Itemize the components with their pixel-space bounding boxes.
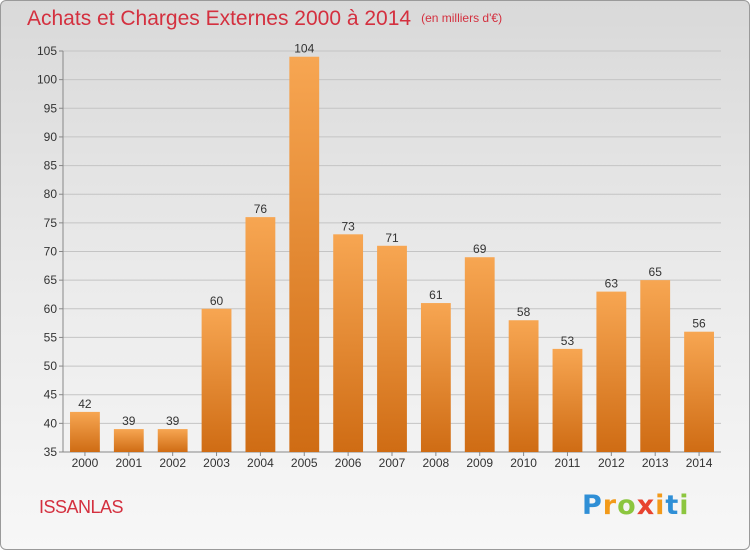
y-tick-label: 50 <box>44 359 58 373</box>
bar <box>596 291 627 452</box>
logo-letter: x <box>636 490 656 521</box>
chart-title-text: Achats et Charges Externes 2000 à 2014 <box>27 7 412 30</box>
data-label: 104 <box>294 42 314 56</box>
y-tick-label: 65 <box>44 273 58 287</box>
y-tick-label: 95 <box>44 101 58 115</box>
data-label: 69 <box>473 242 487 256</box>
data-label: 71 <box>385 231 399 245</box>
bar <box>113 429 144 452</box>
bar <box>201 308 232 452</box>
bar <box>640 280 671 452</box>
y-tick-label: 35 <box>44 445 58 459</box>
x-tick-label: 2008 <box>423 456 450 470</box>
data-label: 76 <box>254 202 268 216</box>
x-tick-label: 2001 <box>115 456 142 470</box>
chart-subtitle: (en milliers d'€) <box>421 11 503 25</box>
bar <box>508 320 539 452</box>
bar <box>684 331 714 452</box>
data-label: 53 <box>561 334 575 348</box>
y-tick-label: 80 <box>44 187 58 201</box>
x-tick-label: 2010 <box>510 456 537 470</box>
logo-letter: t <box>665 490 680 521</box>
data-label: 65 <box>649 265 663 279</box>
x-tick-label: 2002 <box>159 456 186 470</box>
chart-title: Achats et Charges Externes 2000 à 2014 (e… <box>27 7 502 31</box>
logo-letter: P <box>582 490 603 521</box>
x-tick-label: 2005 <box>291 456 318 470</box>
x-tick-label: 2009 <box>466 456 493 470</box>
logo-letter: o <box>617 490 637 521</box>
y-tick-label: 70 <box>44 245 58 259</box>
logo-letter: r <box>602 490 618 521</box>
bar <box>552 348 583 452</box>
bar <box>377 245 407 452</box>
bar <box>157 429 188 452</box>
x-tick-label: 2003 <box>203 456 230 470</box>
y-tick-label: 105 <box>37 44 57 58</box>
x-tick-label: 2013 <box>642 456 669 470</box>
data-label: 56 <box>692 317 706 331</box>
x-tick-label: 2007 <box>379 456 406 470</box>
bar <box>289 56 320 452</box>
data-label: 39 <box>122 414 136 428</box>
y-tick-label: 85 <box>44 159 58 173</box>
x-tick-label: 2006 <box>335 456 362 470</box>
y-tick-label: 60 <box>44 302 58 316</box>
logo-letter: i <box>679 490 690 521</box>
y-tick-label: 75 <box>44 216 58 230</box>
x-tick-label: 2011 <box>555 456 581 470</box>
data-label: 42 <box>78 397 92 411</box>
data-label: 61 <box>429 288 443 302</box>
proxiti-logo: Proxiti <box>582 490 690 521</box>
x-tick-label: 2000 <box>72 456 99 470</box>
bar <box>420 303 451 452</box>
bar <box>245 217 276 452</box>
bar <box>70 411 100 452</box>
town-name: ISSANLAS <box>39 497 124 517</box>
data-label: 58 <box>517 305 531 319</box>
y-tick-label: 100 <box>37 73 57 87</box>
x-tick-label: 2004 <box>247 456 274 470</box>
data-label: 73 <box>341 219 355 233</box>
bar <box>464 257 495 452</box>
x-tick-label: 2014 <box>686 456 713 470</box>
data-label: 39 <box>166 414 180 428</box>
y-tick-label: 90 <box>44 130 58 144</box>
x-tick-label: 2012 <box>598 456 625 470</box>
y-tick-label: 40 <box>44 416 58 430</box>
y-tick-label: 55 <box>44 330 58 344</box>
bar <box>333 234 364 452</box>
data-label: 60 <box>210 294 224 308</box>
logo-letter: i <box>655 490 666 521</box>
y-tick-label: 45 <box>44 388 58 402</box>
data-label: 63 <box>605 277 619 291</box>
